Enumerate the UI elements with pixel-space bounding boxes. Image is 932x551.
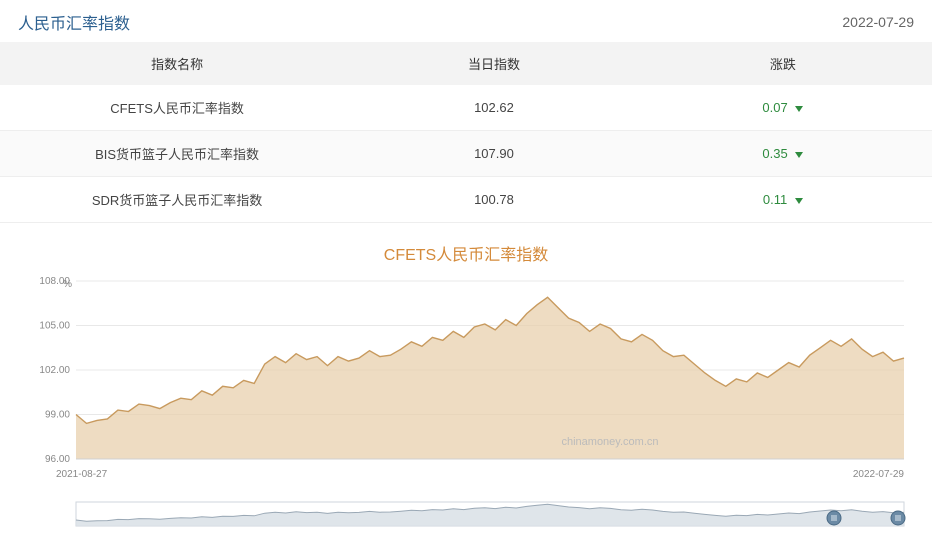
cell-name: CFETS人民币汇率指数 [0, 85, 354, 131]
main-chart: %96.0099.00102.00105.00108.00chinamoney.… [0, 271, 932, 498]
navigator-handle-icon[interactable] [827, 511, 841, 525]
svg-text:2021-08-27: 2021-08-27 [56, 469, 108, 480]
caret-down-icon [795, 106, 803, 112]
svg-text:96.00: 96.00 [45, 454, 70, 465]
cell-change: 0.35 [634, 131, 932, 177]
chart-navigator[interactable] [0, 498, 932, 541]
svg-text:chinamoney.com.cn: chinamoney.com.cn [561, 436, 658, 448]
svg-text:99.00: 99.00 [45, 410, 70, 421]
cell-value: 107.90 [354, 131, 634, 177]
svg-text:105.00: 105.00 [39, 321, 70, 332]
header-date: 2022-07-29 [842, 14, 914, 30]
cell-change: 0.07 [634, 85, 932, 131]
col-value: 当日指数 [354, 42, 634, 85]
cell-value: 102.62 [354, 85, 634, 131]
cell-name: SDR货币篮子人民币汇率指数 [0, 177, 354, 223]
table-row: SDR货币篮子人民币汇率指数100.780.11 [0, 177, 932, 223]
svg-text:108.00: 108.00 [39, 276, 70, 287]
svg-text:2022-07-29: 2022-07-29 [853, 469, 905, 480]
svg-text:102.00: 102.00 [39, 365, 70, 376]
table-header-row: 指数名称 当日指数 涨跌 [0, 42, 932, 85]
caret-down-icon [795, 198, 803, 204]
navigator-handle-icon[interactable] [891, 511, 905, 525]
caret-down-icon [795, 152, 803, 158]
table-row: CFETS人民币汇率指数102.620.07 [0, 85, 932, 131]
cell-name: BIS货币篮子人民币汇率指数 [0, 131, 354, 177]
col-change: 涨跌 [634, 42, 932, 85]
chart-title: CFETS人民币汇率指数 [0, 223, 932, 271]
header: 人民币汇率指数 2022-07-29 [0, 0, 932, 42]
cell-change: 0.11 [634, 177, 932, 223]
index-table: 指数名称 当日指数 涨跌 CFETS人民币汇率指数102.620.07 BIS货… [0, 42, 932, 223]
col-name: 指数名称 [0, 42, 354, 85]
table-row: BIS货币篮子人民币汇率指数107.900.35 [0, 131, 932, 177]
cell-value: 100.78 [354, 177, 634, 223]
page-title: 人民币汇率指数 [18, 10, 130, 34]
